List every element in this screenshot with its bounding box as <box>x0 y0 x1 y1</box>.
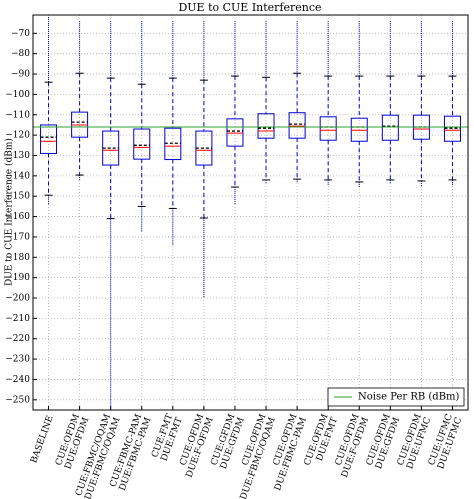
y-tick-label: −160 <box>5 212 30 222</box>
y-tick-label: −80 <box>11 49 30 59</box>
y-tick-label: −150 <box>5 192 30 202</box>
y-tick-label: −110 <box>5 110 30 120</box>
chart-title: DUE to CUE Interference <box>178 1 321 14</box>
y-tick-label: −170 <box>5 232 30 242</box>
y-axis-label: DUE to CUE Interference (dBm) <box>4 138 15 286</box>
y-tick-label: −140 <box>5 171 30 181</box>
y-tick-label: −250 <box>5 395 30 405</box>
box <box>288 112 306 139</box>
y-tick-label: −70 <box>11 29 30 39</box>
y-tick-label: −120 <box>5 131 30 141</box>
y-tick-label: −90 <box>11 70 30 80</box>
y-tick-label: −210 <box>5 314 30 324</box>
x-tick-label-group: BASELINE <box>29 414 55 464</box>
box <box>319 116 337 141</box>
y-tick-label: −180 <box>5 253 30 263</box>
box <box>350 117 368 142</box>
box <box>133 128 151 160</box>
box <box>40 124 58 154</box>
legend-box <box>327 387 465 407</box>
box <box>226 118 244 147</box>
y-tick-label: −230 <box>5 355 30 365</box>
legend-label: Noise Per RB (dBm) <box>358 392 460 403</box>
y-tick-label: −100 <box>5 90 30 100</box>
x-tick-label: BASELINE <box>29 414 55 464</box>
box <box>257 113 275 139</box>
box <box>381 114 399 141</box>
y-tick-label: −190 <box>5 273 30 283</box>
y-tick-label: −240 <box>5 375 30 385</box>
y-tick-label: −220 <box>5 334 30 344</box>
plot-frame <box>32 14 469 411</box>
y-tick-label: −200 <box>5 294 30 304</box>
y-tick-label: −130 <box>5 151 30 161</box>
